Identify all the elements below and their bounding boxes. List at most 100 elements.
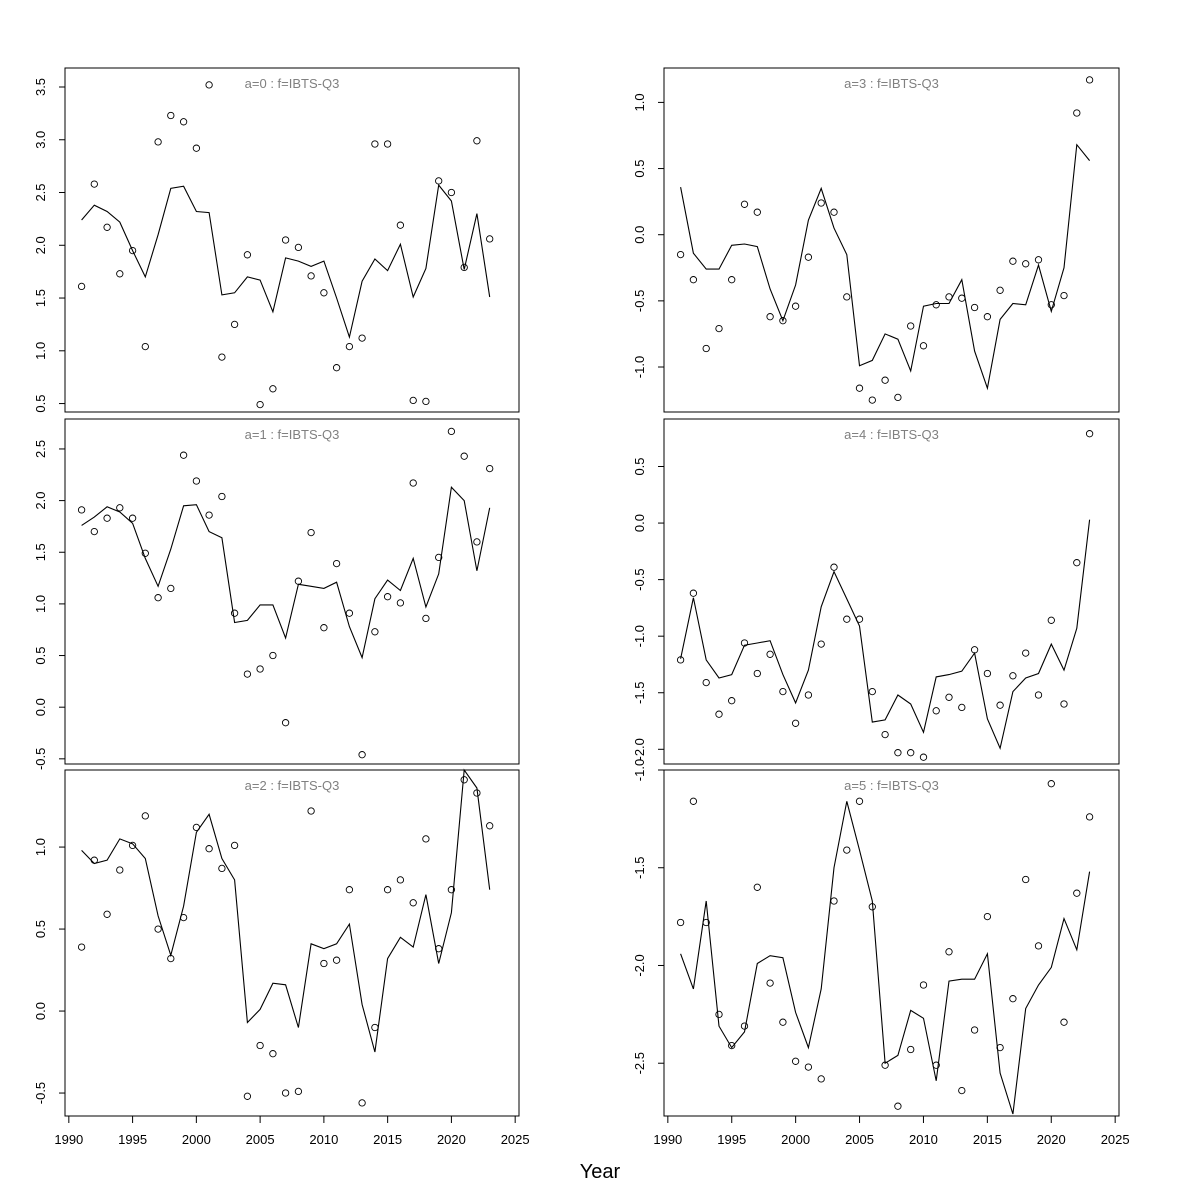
observed-point bbox=[422, 397, 430, 406]
observed-point bbox=[1022, 875, 1030, 884]
observed-point bbox=[141, 549, 149, 557]
panel-title: a=2 : f=IBTS-Q3 bbox=[245, 778, 340, 793]
observed-point bbox=[383, 886, 392, 894]
observed-point bbox=[791, 719, 800, 727]
observed-point bbox=[128, 514, 137, 522]
observed-point bbox=[702, 678, 710, 687]
x-tick-label: 2005 bbox=[246, 1132, 275, 1147]
observed-point bbox=[230, 320, 239, 329]
observed-point bbox=[830, 208, 838, 216]
x-tick-label: 2010 bbox=[909, 1132, 938, 1147]
observed-point bbox=[409, 899, 417, 907]
observed-point bbox=[996, 701, 1004, 709]
panel-1: a=1 : f=IBTS-Q3 -0.5 0.0 0.5 1.0 1.5 2.0 2.5 bbox=[33, 418, 520, 770]
y-tick-label: 3.0 bbox=[33, 131, 48, 149]
observed-point bbox=[791, 302, 800, 310]
observed-point bbox=[307, 272, 315, 280]
observed-point bbox=[715, 1010, 723, 1019]
panel-2: a=2 : f=IBTS-Q3 -0.5 0.0 0.5 1.0 1990 1995 2000… bbox=[33, 768, 530, 1147]
fitted-line bbox=[680, 801, 1091, 1115]
observed-point bbox=[447, 886, 456, 894]
observed-point bbox=[817, 1075, 825, 1083]
observed-point bbox=[77, 506, 86, 514]
fitted-line bbox=[680, 143, 1091, 391]
observed-point bbox=[396, 876, 405, 884]
panel-frame bbox=[663, 418, 1120, 765]
observed-point bbox=[689, 797, 698, 805]
observed-point bbox=[1085, 430, 1094, 438]
observed-point bbox=[409, 396, 417, 405]
observed-point bbox=[90, 180, 98, 188]
observed-point bbox=[269, 385, 277, 393]
observed-point bbox=[919, 753, 928, 761]
observed-point bbox=[1022, 649, 1030, 657]
observed-point bbox=[141, 812, 149, 820]
panel-5: a=5 : f=IBTS-Q3 -2.5 -2.0 -1.5 -1.0 1990 1995 2… bbox=[632, 759, 1130, 1147]
observed-point bbox=[1073, 559, 1081, 567]
observed-point bbox=[983, 313, 992, 321]
observed-point bbox=[435, 945, 443, 953]
observed-point bbox=[256, 665, 264, 673]
observed-point bbox=[205, 511, 213, 519]
observed-point bbox=[753, 669, 761, 678]
y-tick-label: -0.5 bbox=[33, 748, 48, 770]
observed-point bbox=[154, 594, 162, 602]
observed-point bbox=[945, 693, 953, 701]
observed-point bbox=[702, 918, 710, 927]
panel-4: a=4 : f=IBTS-Q3 -2.0 -1.5 -1.0 -0.5 0.0 0.5 bbox=[632, 418, 1120, 765]
observed-point bbox=[269, 1050, 277, 1058]
observed-point bbox=[103, 910, 111, 918]
observed-point bbox=[881, 376, 889, 384]
observed-point bbox=[167, 111, 175, 120]
x-tick-label: 2025 bbox=[501, 1132, 530, 1147]
observed-point bbox=[1085, 76, 1094, 84]
observed-point bbox=[932, 1061, 940, 1069]
observed-point bbox=[307, 528, 315, 537]
observed-point bbox=[932, 707, 940, 715]
observed-point bbox=[294, 577, 303, 585]
fitted-line bbox=[81, 183, 491, 340]
observed-point bbox=[383, 140, 392, 148]
observed-point bbox=[141, 342, 149, 351]
observed-point bbox=[983, 912, 992, 921]
x-tick-label: 2020 bbox=[437, 1132, 466, 1147]
observed-point bbox=[728, 1041, 736, 1050]
observed-point bbox=[103, 223, 111, 231]
observed-point bbox=[230, 609, 239, 617]
observed-point bbox=[371, 1023, 379, 1032]
observed-point bbox=[167, 954, 175, 963]
observed-point bbox=[205, 81, 213, 89]
y-tick-label: 0.5 bbox=[33, 647, 48, 665]
observed-point bbox=[843, 846, 851, 854]
observed-point bbox=[791, 1057, 800, 1065]
observed-point bbox=[894, 1102, 902, 1110]
observed-point bbox=[945, 293, 953, 301]
observed-point bbox=[281, 1089, 290, 1097]
observed-point bbox=[843, 293, 851, 301]
observed-point bbox=[77, 943, 86, 951]
observed-point bbox=[435, 553, 443, 562]
panel-frame bbox=[663, 769, 1120, 1117]
panel-title: a=1 : f=IBTS-Q3 bbox=[245, 427, 340, 442]
observed-point bbox=[1009, 257, 1017, 265]
observed-point bbox=[779, 317, 787, 325]
observed-point bbox=[447, 188, 456, 197]
x-tick-label: 1990 bbox=[653, 1132, 682, 1147]
observed-point bbox=[281, 719, 290, 727]
observed-point bbox=[919, 981, 928, 989]
observed-point bbox=[90, 527, 98, 536]
observed-point bbox=[345, 886, 354, 894]
observed-point bbox=[676, 656, 685, 664]
observed-point bbox=[919, 342, 928, 350]
x-tick-label: 2025 bbox=[1101, 1132, 1130, 1147]
observed-point bbox=[676, 918, 685, 927]
y-tick-label: 0.0 bbox=[632, 514, 647, 532]
observed-point bbox=[473, 789, 481, 797]
observed-point bbox=[486, 235, 494, 243]
observed-point bbox=[1047, 616, 1055, 624]
observed-point bbox=[1060, 1018, 1068, 1026]
observed-point bbox=[804, 691, 813, 699]
observed-point bbox=[154, 138, 162, 146]
observed-point bbox=[894, 393, 902, 402]
panel-3: a=3 : f=IBTS-Q3 -1.0 -0.5 0.0 0.5 1.0 bbox=[632, 67, 1120, 413]
